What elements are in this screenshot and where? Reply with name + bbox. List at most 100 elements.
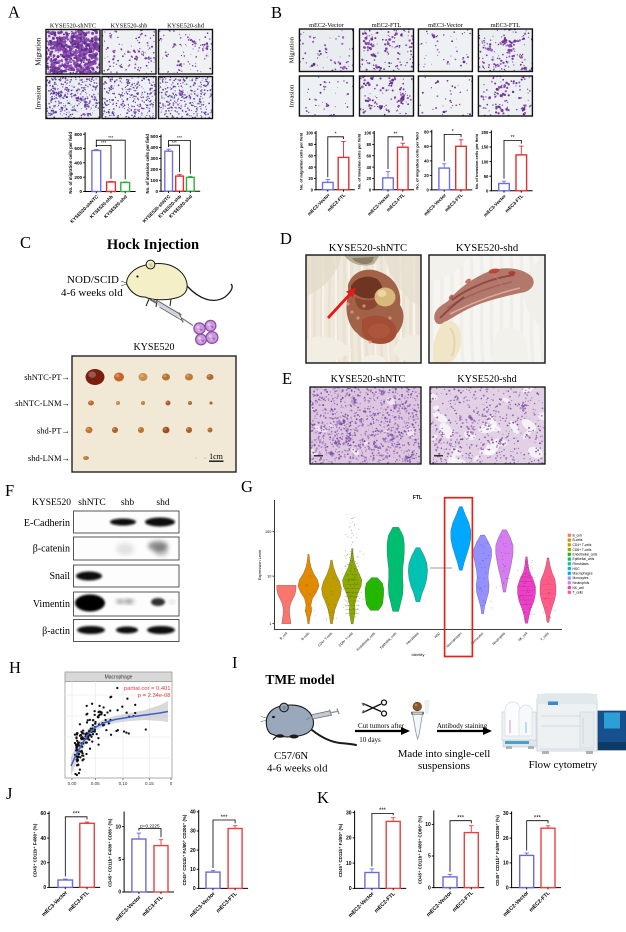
svg-text:***: *** bbox=[177, 135, 183, 140]
svg-text:KYSE520: KYSE520 bbox=[32, 498, 71, 508]
svg-text:C: C bbox=[20, 233, 31, 252]
svg-text:Vimentin: Vimentin bbox=[33, 599, 70, 610]
svg-text:60: 60 bbox=[308, 153, 313, 158]
svg-text:40: 40 bbox=[424, 159, 429, 164]
svg-text:200: 200 bbox=[74, 175, 82, 180]
svg-text:80: 80 bbox=[308, 142, 313, 147]
svg-text:mEC3-FTL: mEC3-FTL bbox=[491, 22, 521, 29]
svg-text:Migration: Migration bbox=[289, 36, 296, 63]
svg-text:Expression Level: Expression Level bbox=[257, 550, 262, 581]
svg-text:0: 0 bbox=[369, 188, 372, 193]
svg-text:β-actin: β-actin bbox=[42, 626, 70, 637]
svg-text:600: 600 bbox=[74, 146, 82, 151]
svg-text:***: *** bbox=[101, 140, 107, 145]
svg-text:D: D bbox=[280, 229, 292, 248]
svg-text:*: * bbox=[452, 129, 454, 135]
svg-text:20: 20 bbox=[367, 176, 372, 181]
svg-text:4-6 weeks old: 4-6 weeks old bbox=[61, 287, 123, 299]
svg-text:0: 0 bbox=[155, 189, 158, 194]
svg-text:60: 60 bbox=[424, 144, 429, 149]
svg-text:Hock Injection: Hock Injection bbox=[107, 237, 199, 253]
svg-text:NOD/SCID: NOD/SCID bbox=[67, 274, 119, 286]
svg-text:200: 200 bbox=[481, 130, 489, 135]
svg-text:F: F bbox=[5, 481, 14, 500]
svg-text:shNTC-LNM→: shNTC-LNM→ bbox=[15, 398, 70, 408]
svg-text:shd-LNM→: shd-LNM→ bbox=[28, 453, 70, 463]
svg-text:I: I bbox=[232, 653, 238, 672]
svg-text:80: 80 bbox=[367, 142, 372, 147]
svg-text:KYSE520-shNTC: KYSE520-shNTC bbox=[329, 242, 407, 254]
svg-text:No. of migration cells per fie: No. of migration cells per field bbox=[414, 132, 419, 190]
svg-text:No. of migration cells per fie: No. of migration cells per field bbox=[68, 132, 73, 194]
svg-text:No. of migration cells per fie: No. of migration cells per field bbox=[299, 132, 304, 190]
svg-text:shNTC: shNTC bbox=[78, 498, 105, 508]
svg-text:300: 300 bbox=[150, 156, 158, 161]
svg-text:800: 800 bbox=[74, 132, 82, 137]
svg-text:H: H bbox=[9, 658, 21, 677]
svg-text:10: 10 bbox=[267, 575, 271, 579]
svg-text:KYSE520-shd: KYSE520-shd bbox=[456, 242, 519, 254]
svg-text:shd: shd bbox=[156, 498, 169, 508]
svg-text:1cm: 1cm bbox=[209, 452, 224, 461]
svg-text:mEC3-FTL: mEC3-FTL bbox=[504, 193, 524, 213]
svg-text:100: 100 bbox=[306, 131, 314, 136]
svg-text:50: 50 bbox=[484, 174, 489, 179]
svg-text:K: K bbox=[317, 788, 329, 807]
svg-text:***: *** bbox=[108, 135, 114, 140]
svg-text:G: G bbox=[241, 477, 253, 496]
svg-text:E: E bbox=[282, 369, 292, 388]
svg-text:mEC3-Vector: mEC3-Vector bbox=[423, 192, 447, 216]
svg-text:**: ** bbox=[393, 132, 397, 138]
svg-text:1: 1 bbox=[269, 622, 271, 626]
svg-text:200: 200 bbox=[150, 167, 158, 172]
svg-text:mEC2-Vector: mEC2-Vector bbox=[307, 192, 331, 216]
svg-text:40: 40 bbox=[308, 165, 313, 170]
svg-text:0: 0 bbox=[486, 189, 489, 194]
svg-text:20: 20 bbox=[424, 173, 429, 178]
svg-text:150: 150 bbox=[481, 145, 489, 150]
svg-text:B: B bbox=[271, 3, 282, 22]
svg-text:mEC3-FTL: mEC3-FTL bbox=[444, 192, 464, 212]
svg-text:0: 0 bbox=[80, 189, 83, 194]
svg-text:No. of invasion cells per fiel: No. of invasion cells per field bbox=[357, 133, 362, 189]
svg-text:No. of invasion cells per fiel: No. of invasion cells per field bbox=[474, 133, 479, 189]
svg-text:***: *** bbox=[171, 140, 177, 145]
svg-text:mEC3-Vector: mEC3-Vector bbox=[428, 22, 464, 29]
svg-text:**: ** bbox=[511, 135, 515, 141]
svg-text:Migration: Migration bbox=[35, 37, 43, 65]
svg-text:500: 500 bbox=[150, 134, 158, 139]
svg-text:KYSE520-shb: KYSE520-shb bbox=[111, 22, 148, 29]
svg-text:100: 100 bbox=[150, 178, 158, 183]
svg-text:shNTC-PT→: shNTC-PT→ bbox=[24, 372, 70, 382]
svg-text:shd-PT→: shd-PT→ bbox=[37, 426, 70, 436]
svg-text:β-catenin: β-catenin bbox=[33, 544, 70, 555]
svg-text:80: 80 bbox=[424, 130, 429, 135]
svg-text:No. of invasion cells per fiel: No. of invasion cells per field bbox=[145, 134, 150, 194]
svg-text:Invasion: Invasion bbox=[289, 84, 296, 107]
svg-text:60: 60 bbox=[367, 153, 372, 158]
svg-text:400: 400 bbox=[150, 145, 158, 150]
svg-text:KYSE520-shNTC: KYSE520-shNTC bbox=[50, 22, 96, 29]
svg-text:A: A bbox=[8, 3, 20, 22]
svg-text:mEC3-Vector: mEC3-Vector bbox=[483, 193, 507, 217]
svg-text:KYSE520-shd: KYSE520-shd bbox=[167, 22, 205, 29]
svg-text:mEC2-Vector: mEC2-Vector bbox=[367, 192, 391, 216]
svg-text:100: 100 bbox=[265, 530, 271, 534]
svg-text:100: 100 bbox=[481, 159, 489, 164]
svg-text:J: J bbox=[6, 784, 13, 803]
svg-text:Snail: Snail bbox=[49, 571, 70, 582]
svg-text:40: 40 bbox=[367, 165, 372, 170]
svg-text:mEC2-FTL: mEC2-FTL bbox=[372, 22, 402, 29]
svg-text:mEC2-Vector: mEC2-Vector bbox=[309, 22, 345, 29]
svg-text:KYSE520: KYSE520 bbox=[133, 342, 174, 353]
svg-text:Invasion: Invasion bbox=[35, 85, 43, 110]
svg-text:0: 0 bbox=[311, 188, 314, 193]
svg-text:KYSE520-shNTC: KYSE520-shNTC bbox=[331, 374, 406, 385]
svg-text:shb: shb bbox=[121, 498, 134, 508]
svg-text:E-Cadherin: E-Cadherin bbox=[24, 518, 70, 529]
svg-text:400: 400 bbox=[74, 161, 82, 166]
svg-text:*: * bbox=[335, 132, 337, 138]
svg-text:100: 100 bbox=[364, 131, 372, 136]
svg-text:0: 0 bbox=[426, 188, 429, 193]
svg-text:20: 20 bbox=[308, 176, 313, 181]
